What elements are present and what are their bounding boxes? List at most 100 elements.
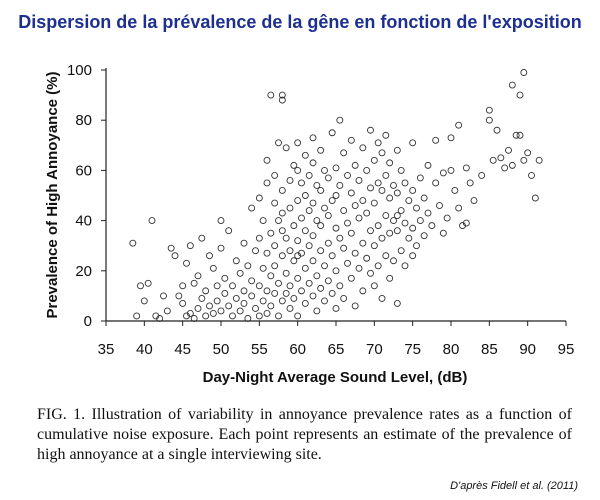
data-point: [416, 217, 424, 225]
data-point: [160, 292, 167, 300]
y-tick-label: 100: [67, 62, 92, 79]
data-point: [313, 182, 321, 189]
data-point: [324, 212, 332, 220]
data-point: [336, 234, 344, 242]
x-tick-label: 50: [213, 341, 230, 358]
data-point: [198, 234, 206, 242]
data-point: [137, 282, 144, 290]
data-point: [508, 81, 516, 89]
data-point: [282, 289, 290, 297]
data-point: [317, 247, 325, 255]
data-point: [516, 91, 524, 99]
data-point: [294, 252, 302, 260]
data-point: [497, 154, 505, 162]
data-point: [520, 69, 528, 76]
data-point: [447, 134, 455, 142]
data-point: [286, 247, 294, 255]
data-point: [286, 204, 294, 212]
data-point: [206, 302, 213, 310]
chart-axes: [105, 68, 566, 322]
data-point: [393, 189, 401, 197]
data-point: [443, 214, 451, 222]
data-point: [255, 234, 263, 242]
data-point: [309, 199, 317, 207]
data-point: [282, 234, 290, 242]
data-point: [505, 146, 512, 154]
data-point: [359, 239, 367, 247]
data-point: [167, 244, 175, 252]
data-point: [420, 194, 428, 202]
data-point: [382, 171, 390, 179]
data-point: [432, 179, 440, 187]
data-point: [405, 197, 413, 204]
data-point: [275, 139, 282, 147]
data-point: [390, 257, 397, 265]
data-point: [332, 192, 340, 199]
data-point: [252, 305, 259, 312]
data-point: [301, 192, 309, 199]
data-point: [190, 315, 198, 322]
data-point: [217, 244, 225, 252]
data-point: [179, 299, 187, 307]
data-point: [290, 222, 298, 230]
data-point: [301, 151, 309, 159]
data-point: [397, 166, 405, 174]
data-point: [401, 219, 409, 227]
data-point: [294, 312, 302, 320]
data-point: [305, 279, 313, 287]
data-point: [340, 149, 348, 157]
chart-points: [129, 69, 543, 322]
x-tick-label: 80: [443, 341, 460, 358]
y-tick-label: 20: [75, 263, 92, 280]
data-point: [409, 139, 417, 147]
data-point: [332, 267, 340, 275]
y-tick-label: 80: [75, 112, 92, 129]
data-point: [282, 269, 290, 277]
data-point: [462, 219, 470, 227]
data-point: [351, 302, 359, 310]
x-tick-label: 35: [98, 341, 115, 358]
data-point: [451, 187, 459, 194]
data-point: [344, 219, 351, 227]
data-point: [309, 292, 317, 300]
x-tick-label: 85: [481, 341, 498, 358]
data-point: [194, 272, 202, 280]
data-point: [485, 116, 493, 124]
data-point: [401, 179, 409, 187]
data-point: [370, 242, 378, 250]
data-point: [186, 242, 194, 250]
data-point: [382, 131, 390, 139]
data-point: [393, 299, 401, 307]
data-point: [363, 209, 371, 217]
x-tick-label: 55: [251, 341, 268, 358]
data-point: [278, 91, 286, 99]
data-point: [382, 252, 390, 260]
data-point: [363, 166, 371, 174]
data-point: [370, 156, 378, 164]
data-point: [336, 116, 344, 124]
data-point: [413, 242, 420, 250]
data-point: [290, 257, 298, 265]
data-point: [386, 194, 394, 202]
data-point: [263, 179, 271, 187]
data-point: [393, 227, 401, 235]
data-point: [336, 282, 344, 290]
data-point: [397, 247, 405, 255]
data-point: [156, 315, 164, 322]
data-point: [324, 174, 332, 182]
data-point: [489, 156, 497, 164]
data-point: [278, 227, 286, 235]
data-point: [328, 252, 336, 260]
data-point: [163, 307, 171, 315]
data-point: [240, 239, 248, 247]
data-point: [340, 244, 348, 252]
data-point: [321, 204, 328, 212]
data-point: [439, 169, 447, 177]
data-point: [367, 227, 374, 235]
data-point: [232, 257, 240, 265]
data-point: [225, 302, 233, 310]
data-point: [374, 139, 382, 147]
data-point: [405, 234, 413, 242]
data-point: [301, 264, 309, 272]
data-point: [355, 264, 363, 272]
